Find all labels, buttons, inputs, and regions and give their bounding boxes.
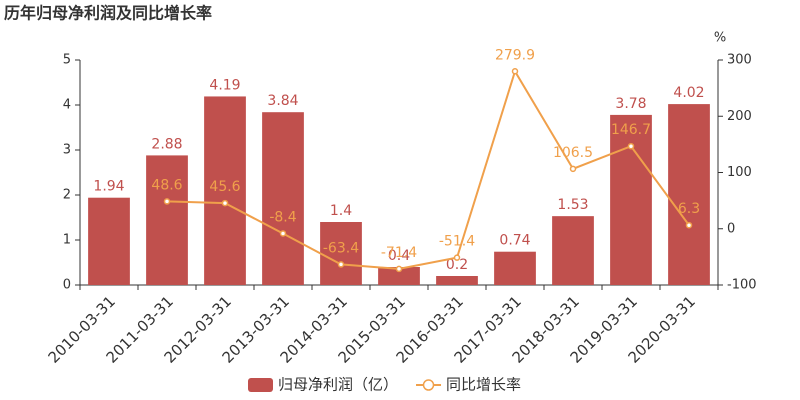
bar (320, 222, 362, 285)
y-tick-label: 1 (63, 233, 71, 248)
line-value-label: -63.4 (323, 240, 359, 256)
bar-value-label: 0.2 (446, 257, 468, 273)
bar-value-label: 3.84 (267, 93, 298, 109)
y2-axis-unit: % (714, 31, 726, 46)
bar-value-label: 1.4 (330, 203, 352, 219)
legend-swatch (248, 378, 273, 392)
line-value-label: -51.4 (439, 234, 475, 250)
legend-label: 归母净利润（亿） (278, 376, 398, 394)
y2-tick-label: 300 (727, 53, 752, 68)
chart-title: 历年归母净利润及同比增长率 (4, 4, 212, 23)
bar-value-label: 3.78 (615, 96, 646, 112)
y-tick-label: 4 (63, 98, 71, 113)
bar (88, 197, 130, 285)
bar-value-label: 1.53 (557, 197, 588, 213)
y-tick-label: 3 (63, 143, 71, 158)
y-tick-label: 2 (63, 188, 71, 203)
line-value-label: 106.5 (553, 145, 593, 161)
line-point (569, 165, 577, 173)
y-tick-label: 0 (63, 278, 71, 293)
bar-value-label: 4.19 (209, 77, 240, 93)
y2-tick-label: -100 (727, 278, 757, 293)
y2-tick-label: 0 (727, 221, 735, 236)
bar-value-label: 2.88 (151, 136, 182, 152)
line-point (163, 198, 171, 205)
bar (494, 251, 536, 285)
line-point (337, 261, 345, 268)
line-value-label: 279.9 (495, 47, 535, 63)
line-point (395, 265, 403, 273)
bar-value-label: 1.94 (93, 179, 124, 195)
bar (378, 267, 420, 285)
y-tick-label: 5 (63, 53, 71, 68)
line-point (627, 142, 635, 150)
legend-swatch-marker (422, 379, 435, 391)
line-value-label: 146.7 (611, 122, 651, 138)
line-point (453, 254, 461, 261)
line (166, 68, 690, 270)
line-point (279, 230, 287, 237)
line-point (511, 68, 519, 75)
line-point (221, 199, 229, 207)
bar-value-label: 0.74 (499, 233, 530, 249)
legend-label: 同比增长率 (446, 376, 521, 394)
y2-tick-label: 100 (727, 165, 752, 180)
bar (610, 114, 652, 286)
line-value-label: -8.4 (269, 209, 296, 225)
line-value-label: 48.6 (151, 177, 182, 193)
line-value-label: -71.4 (381, 245, 417, 261)
line-point (685, 221, 693, 229)
bar (668, 104, 710, 285)
bar (436, 276, 478, 285)
bar (262, 112, 304, 285)
bar-value-label: 0.4 (388, 248, 410, 264)
y2-tick-label: 200 (727, 109, 752, 124)
bar (552, 216, 594, 285)
bar-value-label: 4.02 (673, 85, 704, 101)
line-value-label: 45.6 (209, 179, 240, 195)
line-value-label: 6.3 (678, 201, 700, 217)
bar (204, 96, 246, 285)
bar (146, 155, 188, 285)
